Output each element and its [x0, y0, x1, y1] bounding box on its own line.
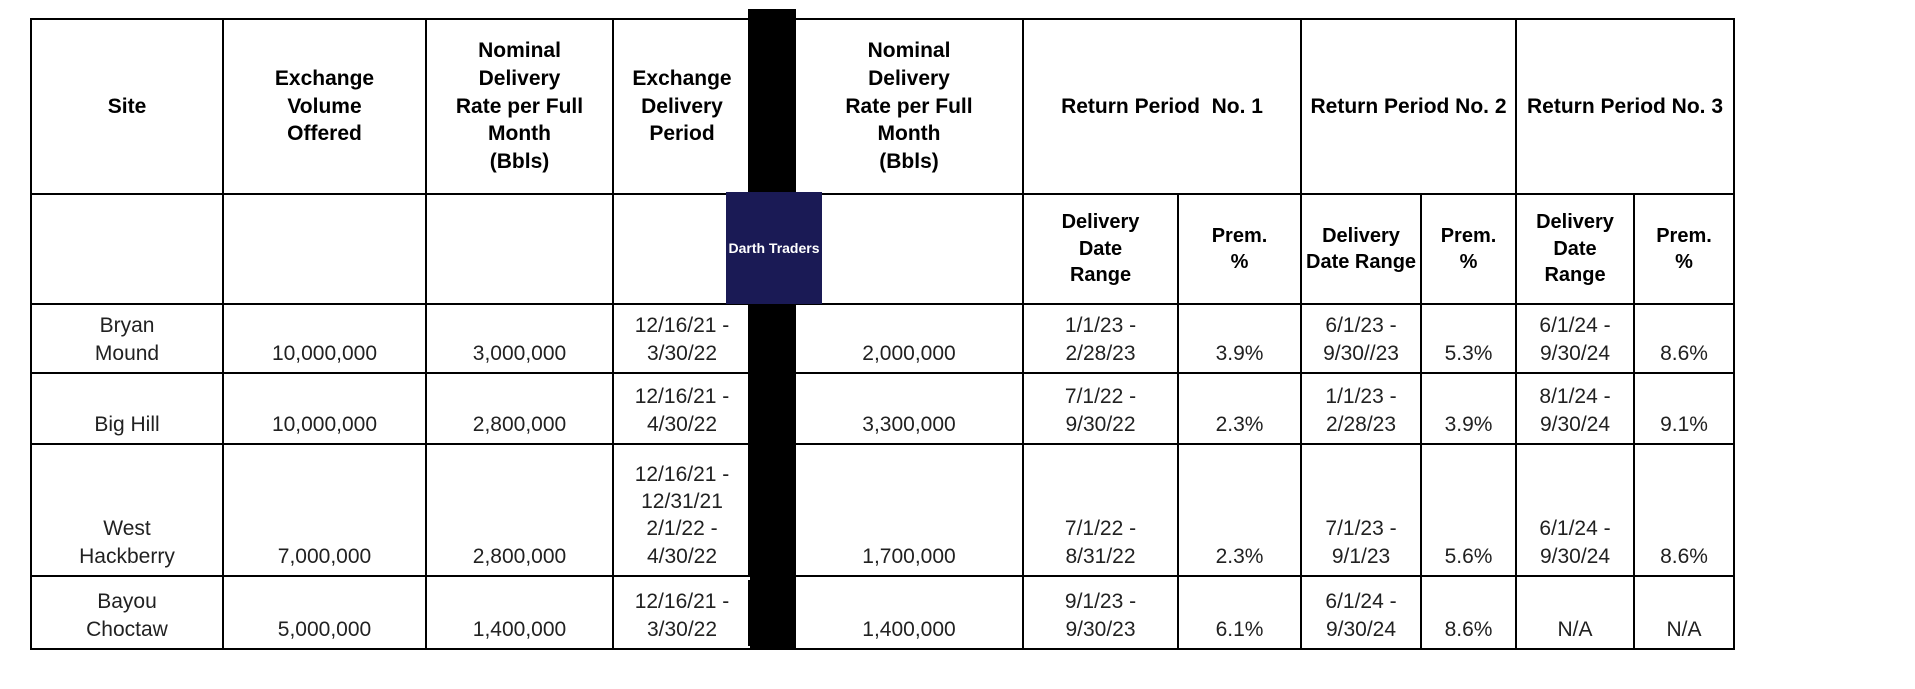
- cell-rp2-range: 1/1/23 - 2/28/23: [1300, 372, 1423, 445]
- cell-rp1-range: 9/1/23 - 9/30/23: [1022, 575, 1179, 650]
- cell-rp3-range: N/A: [1515, 575, 1636, 650]
- table-row: Bryan Mound 10,000,000 3,000,000 12/16/2…: [30, 303, 1736, 374]
- table-row: Big Hill 10,000,000 2,800,000 12/16/21 -…: [30, 372, 1736, 445]
- header-site: Site: [30, 18, 224, 195]
- header-row-1: Site Exchange Volume Offered Nominal Del…: [30, 18, 1736, 195]
- cell-exchange-delivery-period: 12/16/21 - 3/30/22: [612, 303, 752, 374]
- cell-rp2-prem: 5.6%: [1420, 443, 1518, 577]
- cell-rp2-prem: 8.6%: [1420, 575, 1518, 650]
- header-row-2: Delivery Date Range Prem. % Delivery Dat…: [30, 193, 1736, 305]
- cell-rp3-prem: N/A: [1633, 575, 1736, 650]
- cell-nominal-rate-1: 3,000,000: [425, 303, 614, 374]
- header-prem-2: Prem. %: [1420, 193, 1518, 305]
- cell-rp2-range: 6/1/23 - 9/30//23: [1300, 303, 1423, 374]
- cell-site: Bayou Choctaw: [30, 575, 224, 650]
- header-delivery-date-range-3: Delivery Date Range: [1515, 193, 1636, 305]
- cell-rp3-range: 8/1/24 - 9/30/24: [1515, 372, 1636, 445]
- header-nominal-rate-2: Nominal Delivery Rate per Full Month (Bb…: [794, 18, 1024, 195]
- cell-rp3-range: 6/1/24 - 9/30/24: [1515, 443, 1636, 577]
- header-prem-1: Prem. %: [1176, 193, 1303, 305]
- cell-nominal-rate-2: 1,700,000: [794, 443, 1024, 577]
- divider-bar-cell: [750, 372, 796, 445]
- cell-exchange-volume: 10,000,000: [222, 303, 427, 374]
- exchange-offer-table: Site Exchange Volume Offered Nominal Del…: [30, 18, 1736, 650]
- header-return-period-1: Return Period No. 1: [1021, 18, 1303, 195]
- header-empty-exchange-volume: [222, 193, 427, 305]
- cell-rp3-range: 6/1/24 - 9/30/24: [1515, 303, 1636, 374]
- header-return-period-2: Return Period No. 2: [1300, 18, 1518, 195]
- table-row: West Hackberry 7,000,000 2,800,000 12/16…: [30, 443, 1736, 577]
- cell-exchange-volume: 10,000,000: [222, 372, 427, 445]
- cell-rp1-prem: 2.3%: [1176, 443, 1303, 577]
- header-exchange-delivery-period: Exchange Delivery Period: [612, 18, 752, 195]
- cell-site: West Hackberry: [30, 443, 224, 577]
- cell-nominal-rate-2: 1,400,000: [794, 575, 1024, 650]
- cell-rp1-prem: 2.3%: [1176, 372, 1303, 445]
- cell-rp2-prem: 3.9%: [1420, 372, 1518, 445]
- divider-bar-cell: [750, 18, 796, 195]
- divider-bar-cell: [750, 575, 796, 650]
- cell-rp2-prem: 5.3%: [1420, 303, 1518, 374]
- cell-nominal-rate-1: 1,400,000: [425, 575, 614, 650]
- cell-rp1-prem: 3.9%: [1176, 303, 1303, 374]
- cell-exchange-delivery-period: 12/16/21 - 12/31/21 2/1/22 - 4/30/22: [612, 443, 752, 577]
- cell-site: Big Hill: [30, 372, 224, 445]
- header-delivery-date-range-1: Delivery Date Range: [1022, 193, 1179, 305]
- header-nominal-rate-1: Nominal Delivery Rate per Full Month (Bb…: [425, 18, 614, 195]
- darth-traders-badge: Darth Traders: [726, 192, 822, 304]
- darth-traders-label: Darth Traders: [728, 240, 820, 256]
- header-return-period-3: Return Period No. 3: [1515, 18, 1736, 195]
- header-exchange-volume: Exchange Volume Offered: [222, 18, 427, 195]
- header-prem-3: Prem. %: [1633, 193, 1736, 305]
- cell-nominal-rate-1: 2,800,000: [425, 372, 614, 445]
- cell-exchange-delivery-period: 12/16/21 - 3/30/22: [612, 575, 752, 650]
- cell-rp1-prem: 6.1%: [1176, 575, 1303, 650]
- cell-rp2-range: 6/1/24 - 9/30/24: [1300, 575, 1423, 650]
- cell-site: Bryan Mound: [30, 303, 224, 374]
- header-delivery-date-range-2: Delivery Date Range: [1300, 193, 1423, 305]
- cell-rp3-prem: 8.6%: [1633, 303, 1736, 374]
- header-empty-nominal-rate-2: [794, 193, 1024, 305]
- cell-exchange-volume: 7,000,000: [222, 443, 427, 577]
- cell-rp3-prem: 9.1%: [1633, 372, 1736, 445]
- header-empty-nominal-rate-1: [425, 193, 614, 305]
- cell-exchange-volume: 5,000,000: [222, 575, 427, 650]
- table-row: Bayou Choctaw 5,000,000 1,400,000 12/16/…: [30, 575, 1736, 650]
- cell-nominal-rate-2: 2,000,000: [794, 303, 1024, 374]
- cell-exchange-delivery-period: 12/16/21 - 4/30/22: [612, 372, 752, 445]
- cell-rp1-range: 7/1/22 - 8/31/22: [1022, 443, 1179, 577]
- cell-rp1-range: 1/1/23 - 2/28/23: [1022, 303, 1179, 374]
- divider-bar-cell: [750, 303, 796, 374]
- cell-nominal-rate-2: 3,300,000: [794, 372, 1024, 445]
- cell-rp2-range: 7/1/23 - 9/1/23: [1300, 443, 1423, 577]
- cell-rp3-prem: 8.6%: [1633, 443, 1736, 577]
- cell-rp1-range: 7/1/22 - 9/30/22: [1022, 372, 1179, 445]
- cell-nominal-rate-1: 2,800,000: [425, 443, 614, 577]
- divider-bar-cell: [750, 443, 796, 577]
- header-empty-site: [30, 193, 224, 305]
